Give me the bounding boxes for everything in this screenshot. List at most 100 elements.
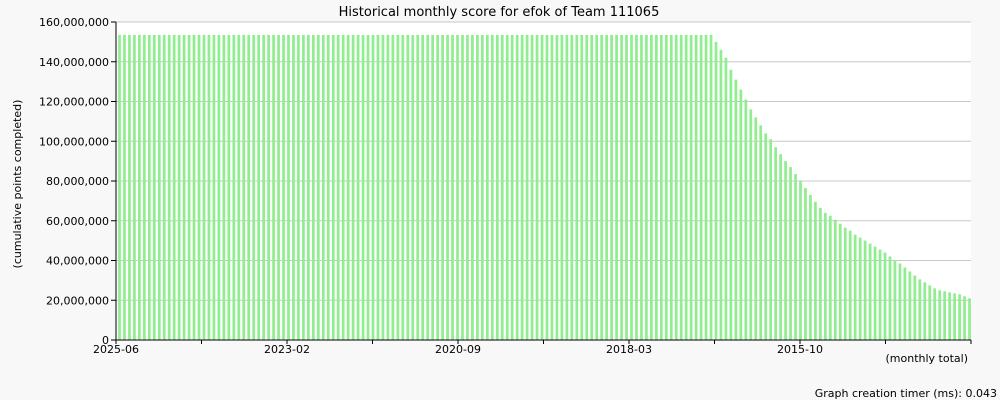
bar [561, 35, 564, 340]
bar [794, 174, 797, 340]
bar [521, 35, 524, 340]
bar [491, 35, 494, 340]
bar [232, 35, 235, 340]
bar [317, 35, 320, 340]
bar [864, 241, 867, 340]
bar [963, 296, 966, 340]
bar [411, 35, 414, 340]
bar [804, 188, 807, 340]
bar [824, 213, 827, 340]
bar [496, 35, 499, 340]
bar [625, 35, 628, 340]
bar [690, 35, 693, 340]
bar [675, 35, 678, 340]
bar [556, 35, 559, 340]
bar [551, 35, 554, 340]
bar [764, 133, 767, 340]
bar [655, 35, 658, 340]
bar [451, 35, 454, 340]
bar [461, 35, 464, 340]
bar [436, 35, 439, 340]
bar [218, 35, 221, 340]
x-tick-label: 2023-02 [264, 343, 310, 356]
bar [938, 290, 941, 340]
bar [237, 35, 240, 340]
bar [133, 35, 136, 340]
bar [799, 181, 802, 340]
bar [640, 35, 643, 340]
bar [188, 35, 191, 340]
bar [307, 35, 310, 340]
bar [382, 35, 385, 340]
bar [367, 35, 370, 340]
bar [208, 35, 211, 340]
bar [695, 35, 698, 340]
bar [302, 35, 305, 340]
bar [426, 35, 429, 340]
bar [203, 35, 206, 340]
bar [894, 261, 897, 341]
y-tick-label: 60,000,000 [46, 215, 109, 228]
bar [570, 35, 573, 340]
bar [730, 70, 733, 340]
bar [600, 35, 603, 340]
bar [153, 35, 156, 340]
bar [585, 35, 588, 340]
bar [720, 50, 723, 340]
bar [168, 35, 171, 340]
bar [347, 35, 350, 340]
bar [774, 147, 777, 340]
x-axis-label: (monthly total) [886, 352, 969, 365]
bar [342, 35, 345, 340]
bar [223, 35, 226, 340]
bar [337, 35, 340, 340]
bar [193, 35, 196, 340]
bar [839, 224, 842, 340]
bar [958, 294, 961, 340]
bar [118, 35, 121, 340]
bar [327, 35, 330, 340]
bar [933, 288, 936, 340]
bar [158, 35, 161, 340]
bar [705, 35, 708, 340]
bar [163, 35, 166, 340]
bar [615, 35, 618, 340]
bar [904, 267, 907, 340]
bar [844, 228, 847, 340]
y-axis-label: (cumulative points completed) [11, 100, 24, 269]
bar [173, 35, 176, 340]
bar [620, 35, 623, 340]
bar [819, 208, 822, 340]
bar [744, 100, 747, 340]
bar [416, 35, 419, 340]
bar [685, 35, 688, 340]
bar [357, 35, 360, 340]
bar [456, 35, 459, 340]
bar [501, 35, 504, 340]
bar [516, 35, 519, 340]
bar [575, 35, 578, 340]
bar [859, 238, 862, 340]
bar [943, 291, 946, 340]
bar [665, 35, 668, 340]
bar [630, 35, 633, 340]
bar [715, 42, 718, 340]
bar [362, 35, 365, 340]
bar [784, 161, 787, 340]
bar [128, 35, 131, 340]
bar [759, 125, 762, 340]
bar [710, 35, 713, 340]
bar [605, 35, 608, 340]
bar [531, 35, 534, 340]
bar [635, 35, 638, 340]
bar [645, 35, 648, 340]
bar [953, 293, 956, 340]
bar [511, 35, 514, 340]
bar [257, 35, 260, 340]
y-tick-label: 20,000,000 [46, 294, 109, 307]
bar [247, 35, 250, 340]
bar [735, 80, 738, 340]
chart-title: Historical monthly score for efok of Tea… [339, 5, 660, 20]
